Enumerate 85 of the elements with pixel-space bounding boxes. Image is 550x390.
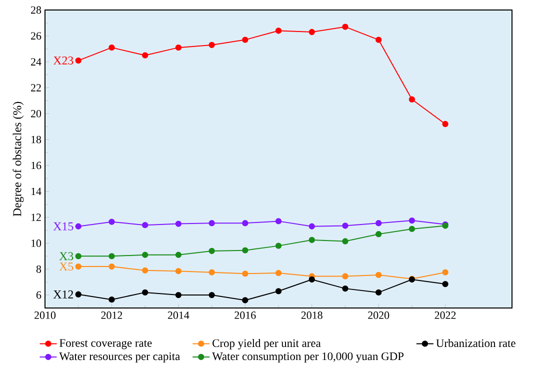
point	[175, 220, 182, 227]
point	[275, 28, 282, 34]
y-tick-label: 8	[36, 265, 42, 273]
y-tick-label: 6	[36, 291, 42, 299]
point	[375, 231, 382, 238]
y-tick-label: 22	[31, 84, 41, 92]
point	[108, 218, 115, 225]
y-tick-label: 10	[31, 240, 42, 247]
point	[408, 96, 416, 102]
point	[242, 247, 248, 254]
point	[375, 36, 382, 43]
point	[308, 276, 315, 283]
point	[442, 269, 448, 276]
x-tick-label: 2022	[434, 312, 456, 319]
annotation: X5	[59, 262, 74, 270]
point	[342, 273, 348, 280]
point	[208, 220, 215, 226]
point	[208, 269, 215, 276]
point	[375, 272, 382, 278]
point	[342, 285, 348, 292]
point	[375, 289, 382, 296]
y-axis-title: Degree of obstacles (%)	[12, 102, 24, 216]
annotation: X23	[53, 56, 74, 65]
point	[175, 292, 182, 298]
point	[108, 296, 115, 303]
x-tick-label: 2014	[168, 312, 190, 319]
x-tick-label: 2020	[368, 312, 390, 319]
point	[142, 267, 148, 274]
y-tick-label: 20	[31, 110, 42, 118]
point	[142, 252, 148, 258]
point	[275, 270, 282, 276]
legend-label: Water consumption per 10,000 yuan GDP	[212, 352, 404, 363]
point	[275, 218, 282, 224]
point	[308, 223, 315, 230]
point	[208, 292, 215, 298]
y-tick-label: 28	[31, 6, 42, 14]
point	[242, 297, 248, 304]
annotation: X3	[59, 252, 74, 260]
point	[108, 253, 115, 260]
point	[308, 28, 315, 36]
point	[108, 44, 115, 51]
legend-label: Crop yield per unit area	[212, 339, 321, 350]
point	[75, 57, 82, 64]
x-tick-label: 2016	[234, 312, 256, 319]
y-tick-label: 16	[31, 162, 42, 170]
point	[342, 222, 348, 229]
point	[175, 44, 182, 51]
point	[75, 223, 82, 230]
point	[108, 263, 115, 270]
point	[242, 36, 248, 43]
point	[442, 120, 448, 128]
y-tick-label: 12	[31, 214, 41, 221]
point	[142, 52, 148, 58]
point	[142, 289, 148, 296]
point	[75, 253, 82, 260]
point	[75, 291, 82, 298]
point	[175, 268, 182, 274]
legend-label: Water resources per capita	[59, 352, 180, 362]
point	[175, 252, 182, 258]
point	[142, 222, 148, 228]
point	[442, 280, 448, 288]
annotation: X12	[53, 290, 73, 298]
point	[242, 220, 248, 226]
point	[408, 217, 416, 224]
point	[242, 270, 248, 277]
point	[308, 236, 315, 244]
point	[208, 248, 215, 254]
y-tick-label: 26	[31, 32, 42, 40]
x-tick-label: 2010	[34, 312, 56, 319]
legend-label: Urbanization rate	[436, 339, 516, 348]
annotation: X15	[53, 222, 74, 230]
point	[375, 220, 382, 226]
point	[408, 226, 416, 232]
y-tick-label: 24	[31, 58, 42, 66]
point	[75, 263, 82, 270]
legend-label: Forest coverage rate	[60, 339, 152, 350]
point	[342, 238, 348, 244]
point	[275, 288, 282, 294]
y-tick-label: 18	[31, 136, 42, 144]
point	[208, 42, 215, 48]
point	[275, 242, 282, 249]
y-tick-label: 14	[31, 188, 42, 196]
point	[342, 24, 348, 30]
x-tick-label: 2012	[101, 312, 122, 319]
x-tick-label: 2018	[301, 312, 322, 319]
